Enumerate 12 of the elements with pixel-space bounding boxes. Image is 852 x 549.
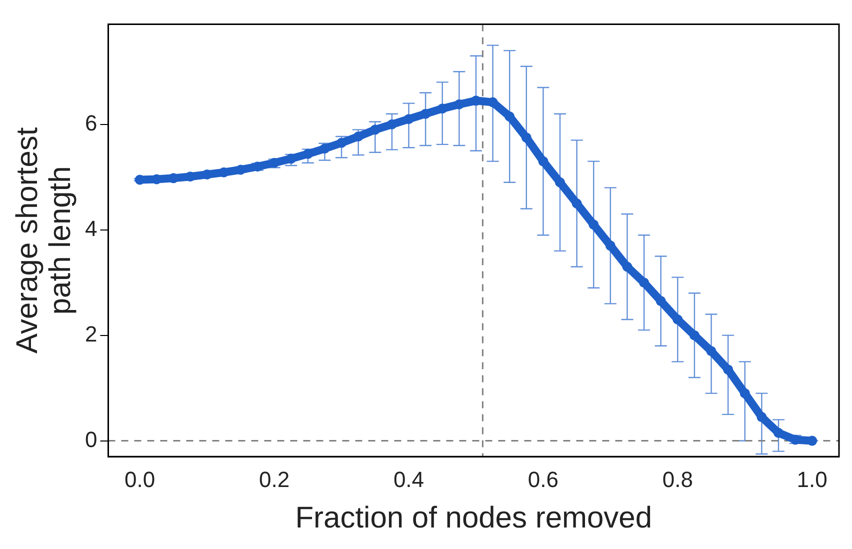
x-axis-title: Fraction of nodes removed — [295, 501, 652, 534]
x-tick-label: 1.0 — [796, 466, 828, 492]
y-tick-label: 6 — [84, 110, 98, 136]
y-tick-label: 0 — [84, 426, 98, 452]
x-tick-label: 0.6 — [528, 466, 558, 492]
y-tick-label: 2 — [84, 321, 98, 346]
y-axis-title: Average shortest path length — [10, 126, 77, 354]
x-tick-label: 0.2 — [258, 466, 290, 492]
y-tick-label: 4 — [84, 216, 98, 241]
x-tick-label: 0.4 — [393, 466, 424, 492]
x-tick-label: 0.8 — [662, 466, 693, 492]
x-tick-label: 0.0 — [124, 466, 156, 492]
